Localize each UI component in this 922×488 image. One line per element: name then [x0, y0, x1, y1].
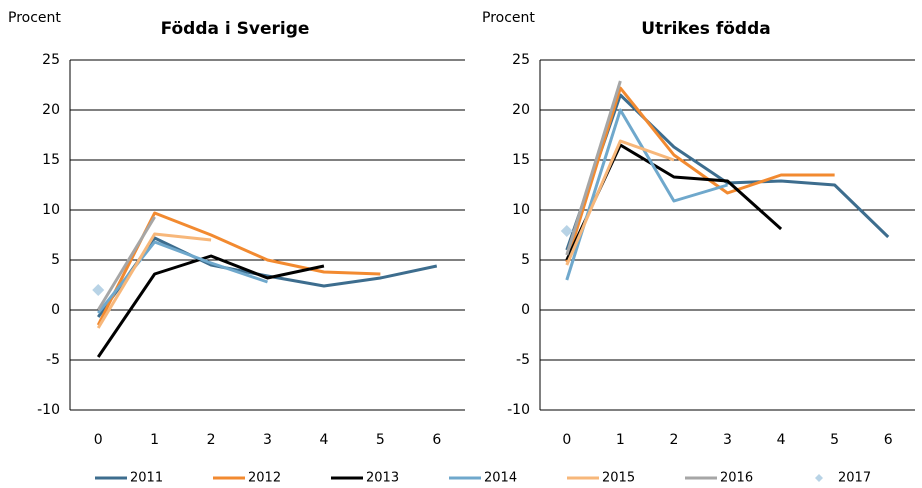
x-tick-label: 4: [319, 432, 328, 448]
x-tick-label: 0: [562, 432, 571, 448]
series-line: [96, 232, 212, 329]
series-line: [96, 216, 156, 311]
series-line: [565, 139, 675, 266]
x-tick-label: 6: [432, 432, 441, 448]
x-tick-label: 6: [884, 432, 893, 448]
y-tick-label: 25: [512, 52, 530, 68]
y-axis-label: Procent: [8, 10, 61, 26]
x-tick-label: 2: [207, 432, 216, 448]
legend-label: 2013: [366, 471, 399, 486]
chart-title: Födda i Sverige: [161, 19, 310, 39]
legend-label: 2017: [838, 471, 871, 486]
y-tick-label: 5: [521, 252, 530, 268]
y-tick-label: 10: [512, 202, 530, 218]
chart-title: Utrikes födda: [641, 19, 770, 39]
legend-label: 2015: [602, 471, 635, 486]
y-axis-label: Procent: [482, 10, 535, 26]
x-tick-label: 5: [830, 432, 839, 448]
x-tick-label: 5: [376, 432, 385, 448]
series-line: [565, 86, 835, 263]
x-tick-label: 1: [150, 432, 159, 448]
y-tick-label: 15: [42, 152, 60, 168]
x-tick-label: 1: [616, 432, 625, 448]
y-tick-label: -5: [46, 352, 60, 368]
data-point: [92, 284, 105, 296]
x-tick-label: 0: [94, 432, 103, 448]
legend-marker: [815, 474, 823, 482]
y-tick-label: 15: [512, 152, 530, 168]
legend-label: 2012: [248, 471, 281, 486]
series-line: [565, 108, 728, 281]
y-tick-label: 5: [51, 252, 60, 268]
legend-label: 2014: [484, 471, 517, 486]
series-line: [96, 254, 325, 358]
x-tick-label: 4: [777, 432, 786, 448]
y-tick-label: -5: [516, 352, 530, 368]
legend-label: 2016: [720, 471, 753, 486]
series-line: [97, 240, 268, 314]
x-tick-label: 3: [263, 432, 272, 448]
y-tick-label: 25: [42, 52, 60, 68]
y-tick-label: 10: [42, 202, 60, 218]
series-line: [565, 80, 622, 256]
x-tick-label: 2: [669, 432, 678, 448]
y-tick-label: 20: [42, 102, 60, 118]
y-tick-label: -10: [37, 402, 60, 418]
y-tick-label: 0: [51, 302, 60, 318]
y-tick-label: 20: [512, 102, 530, 118]
y-tick-label: 0: [521, 302, 530, 318]
x-tick-label: 3: [723, 432, 732, 448]
y-tick-label: -10: [507, 402, 530, 418]
series-line: [565, 93, 890, 251]
data-point: [560, 225, 573, 237]
legend-label: 2011: [130, 471, 163, 486]
series-line: [96, 236, 438, 318]
